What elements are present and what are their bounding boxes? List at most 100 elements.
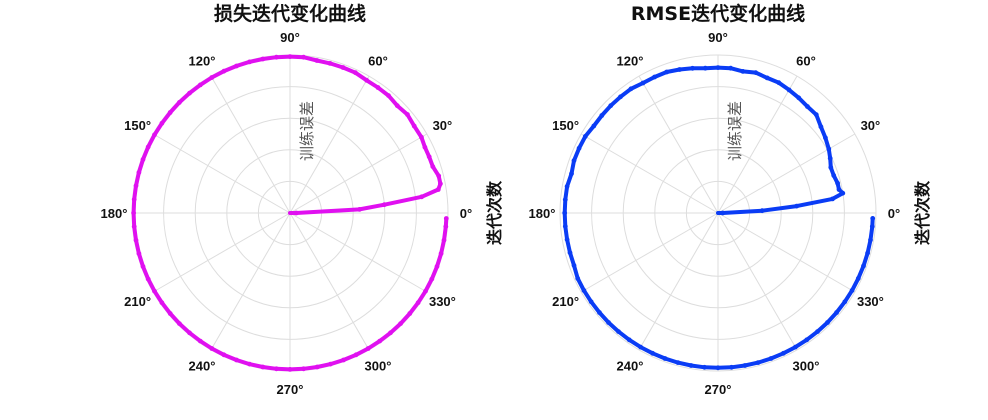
data-point: [364, 77, 369, 83]
data-point: [247, 59, 252, 65]
data-point: [145, 276, 151, 282]
data-point: [825, 320, 830, 325]
data-point: [827, 155, 833, 161]
data-point: [842, 299, 848, 305]
theta-tick-label: 270°: [277, 382, 304, 397]
theta-tick-label: 60°: [368, 54, 388, 69]
data-point: [728, 65, 734, 71]
data-point: [177, 321, 182, 326]
data-point: [569, 171, 574, 177]
angular-gridline: [580, 133, 719, 214]
data-point: [365, 346, 371, 351]
data-point: [341, 357, 346, 363]
theta-tick-label: 330°: [857, 294, 884, 309]
angular-gridline: [717, 212, 856, 293]
data-point: [441, 237, 447, 243]
data-point: [287, 54, 293, 59]
angular-gridline: [152, 212, 291, 293]
data-point: [405, 112, 410, 117]
data-point: [394, 103, 400, 109]
data-point: [831, 173, 837, 178]
data-point: [152, 132, 157, 138]
data-point: [274, 366, 279, 372]
angular-gridline: [717, 75, 798, 214]
data-point: [796, 95, 802, 101]
data-point: [187, 90, 192, 96]
data-point: [823, 135, 828, 141]
data-point: [675, 360, 681, 365]
data-point: [804, 337, 810, 343]
theta-tick-label: 270°: [705, 382, 732, 397]
angular-gridline: [152, 133, 291, 214]
radial-axis-label: 训练误差: [298, 101, 316, 161]
data-point: [567, 250, 573, 256]
data-point: [167, 311, 173, 316]
theta-tick-label: 300°: [793, 358, 820, 373]
theta-tick-label: 120°: [617, 54, 644, 69]
data-point: [740, 69, 746, 74]
data-point: [314, 58, 320, 63]
data-point: [388, 330, 393, 336]
chart-title: 损失迭代变化曲线: [214, 2, 366, 25]
data-point: [576, 145, 582, 151]
data-point: [398, 321, 403, 326]
data-point: [328, 361, 333, 367]
theta-tick-label: 0°: [460, 206, 472, 221]
data-point: [597, 310, 602, 315]
data-point: [422, 144, 428, 150]
data-point: [429, 276, 435, 282]
data-point: [702, 364, 707, 370]
data-point: [140, 157, 146, 162]
data-point: [562, 224, 568, 229]
data-point: [234, 63, 239, 69]
data-point: [177, 100, 182, 105]
data-point: [662, 356, 668, 361]
data-point: [575, 276, 581, 281]
data-point: [805, 104, 810, 109]
data-point: [564, 237, 570, 243]
data-point: [588, 299, 594, 305]
angular-gridline: [289, 75, 370, 214]
data-point: [608, 103, 614, 109]
angular-gridline: [717, 212, 798, 351]
angular-gridline: [289, 212, 428, 293]
data-point: [301, 54, 306, 60]
data-point: [828, 165, 834, 170]
data-point: [815, 329, 820, 334]
theta-tick-label: 240°: [189, 358, 216, 373]
data-point: [260, 56, 266, 62]
data-point: [776, 80, 782, 86]
angular-gridline: [580, 212, 719, 293]
theta-tick-label: 330°: [429, 294, 456, 309]
data-point: [140, 264, 146, 269]
data-point: [443, 224, 449, 230]
theta-tick-label: 240°: [617, 358, 644, 373]
angular-gridline: [638, 75, 719, 214]
data-point: [353, 352, 359, 358]
data-point: [759, 208, 765, 214]
data-point: [434, 264, 440, 269]
polar-chart-2: RMSE迭代变化曲线 0° 30° 60° 90° 120° 150° 180° 210° 240…: [529, 2, 932, 397]
radial-axis-label: 训练误差: [726, 101, 744, 161]
data-point: [855, 276, 861, 281]
data-point: [794, 203, 800, 209]
theta-tick-label: 120°: [189, 54, 216, 69]
data-point: [152, 288, 157, 294]
data-point: [618, 94, 623, 100]
data-point: [340, 65, 346, 70]
theta-tick-label: 30°: [861, 118, 881, 133]
data-point: [377, 338, 383, 344]
data-point: [826, 146, 832, 152]
data-point: [677, 67, 682, 72]
angular-gridline: [210, 212, 291, 351]
data-point: [616, 329, 621, 334]
data-point: [133, 183, 139, 189]
data-point: [386, 93, 391, 98]
data-point: [818, 124, 824, 130]
data-point: [247, 361, 252, 367]
angular-gridline: [289, 133, 428, 214]
data-point: [131, 197, 137, 202]
data-point: [652, 74, 657, 80]
data-point: [415, 300, 421, 306]
